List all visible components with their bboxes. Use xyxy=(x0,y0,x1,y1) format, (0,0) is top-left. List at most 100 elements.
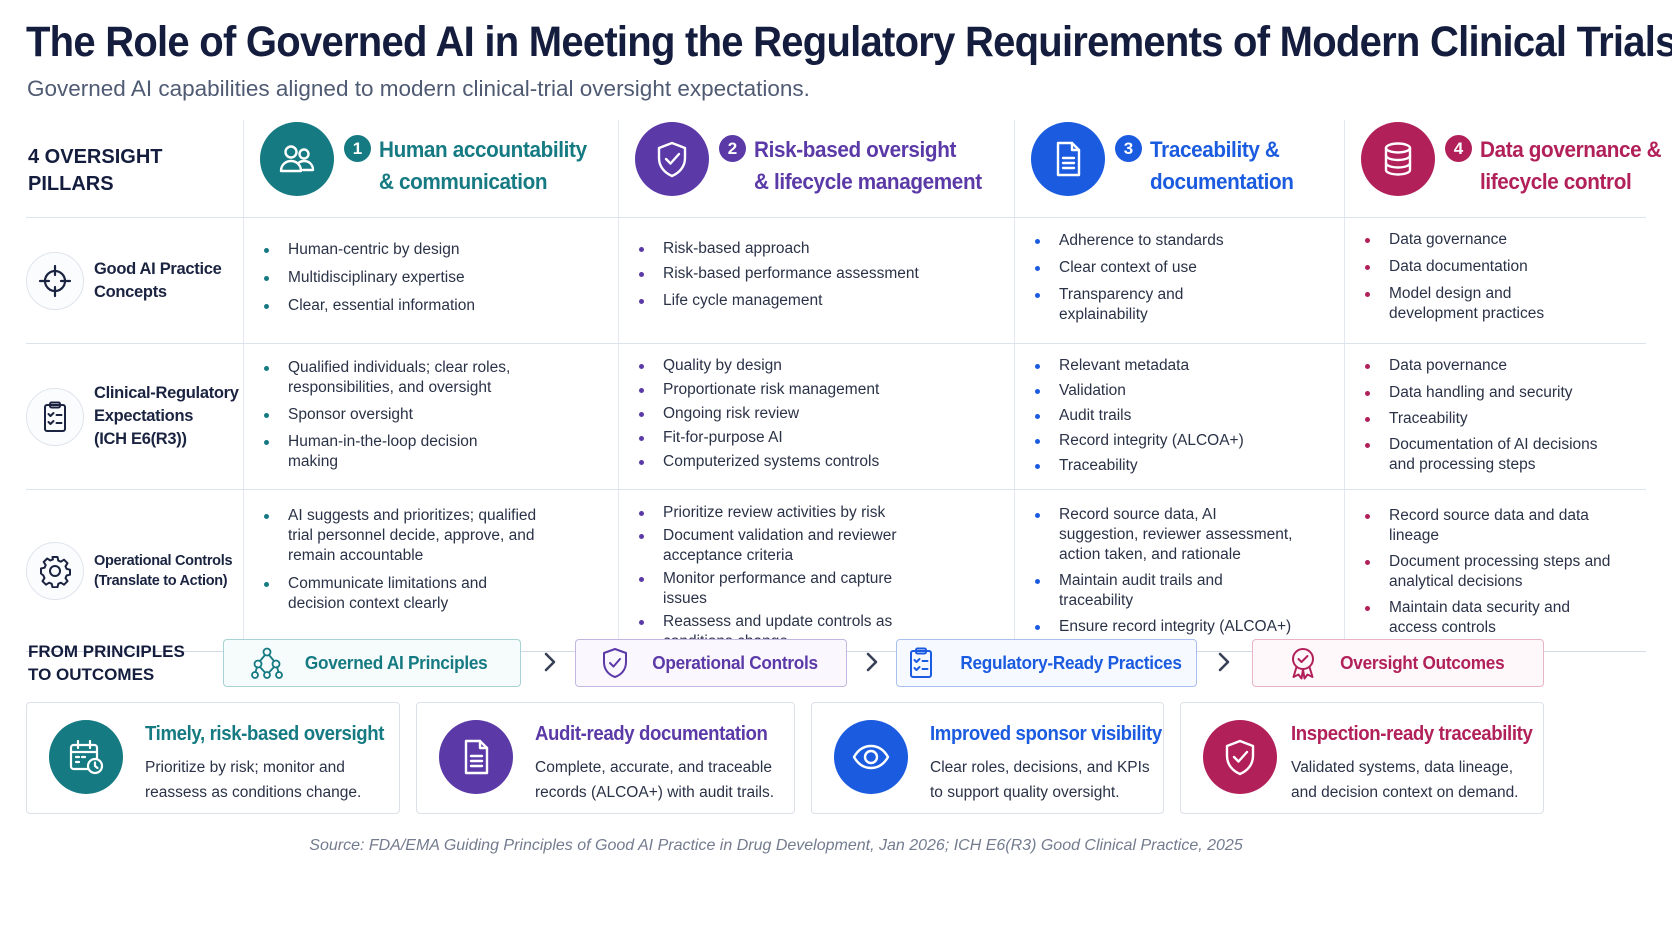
source-citation: Source: FDA/EMA Guiding Principles of Go… xyxy=(309,837,1243,854)
list-item: Record source data, AI suggestion, revie… xyxy=(1035,505,1299,565)
chevron-right-icon xyxy=(1218,652,1230,672)
row-label-line: Concepts xyxy=(94,282,167,301)
list-item: Clear, essential information xyxy=(264,296,608,316)
list-item: Validation xyxy=(1035,381,1334,401)
list-item: Human-in-the-loop decision making xyxy=(264,432,508,472)
pillar-header-row: 4 OVERSIGHT PILLARS 1 Human accountabili… xyxy=(26,120,1662,218)
list-item: Relevant metadata xyxy=(1035,356,1334,376)
list-item: Computerized systems controls xyxy=(639,452,1004,472)
people-icon xyxy=(260,122,334,196)
eye-icon xyxy=(834,720,908,794)
pillar-number: 3 xyxy=(1115,135,1142,162)
pillar-title-line1: Risk-based oversight xyxy=(754,137,957,162)
shield-check-icon xyxy=(635,122,709,196)
list-item: Qualified individuals; clear roles, resp… xyxy=(264,358,558,398)
outcome-title: Audit-ready documentation xyxy=(535,723,768,745)
list-item: Prioritize review activities by risk xyxy=(639,503,1004,523)
pillar-2: 2 Risk-based oversight & lifecycle manag… xyxy=(618,120,1014,217)
flow-step-oversight-outcomes: Oversight Outcomes xyxy=(1252,639,1544,687)
list-item: Sponsor oversight xyxy=(264,405,608,425)
award-ribbon-icon xyxy=(1291,648,1314,680)
pillar-number: 4 xyxy=(1445,135,1472,162)
list-item: Audit trails xyxy=(1035,406,1334,426)
outcome-title: Timely, risk-based oversight xyxy=(145,723,385,745)
list-item: Human-centric by design xyxy=(264,240,608,260)
list-item: Record source data and data lineage xyxy=(1365,506,1609,546)
document-icon xyxy=(439,720,513,794)
outcome-card-inspection-ready: Inspection-ready traceability Validated … xyxy=(1180,702,1544,814)
row-clinical-regulatory: Clinical-Regulatory Expectations (ICH E6… xyxy=(26,344,1646,490)
row-label-line: Expectations xyxy=(94,407,194,425)
list-item: Multidisciplinary expertise xyxy=(264,268,608,288)
flow-step-operational-controls: Operational Controls xyxy=(575,639,847,687)
list-item: Ongoing risk review xyxy=(639,404,1004,424)
pillar-title-line2: & communication xyxy=(379,169,548,194)
list-item: Document validation and reviewer accepta… xyxy=(639,526,903,566)
document-icon xyxy=(1031,122,1105,196)
list-item: Maintain data security and access contro… xyxy=(1365,598,1589,638)
calendar-clock-icon xyxy=(49,720,123,794)
list-item: Life cycle management xyxy=(639,291,1004,311)
database-icon xyxy=(1361,122,1435,196)
pillar-number: 2 xyxy=(719,135,746,162)
crosshair-icon xyxy=(26,251,84,310)
outcome-card-audit-ready: Audit-ready documentation Complete, accu… xyxy=(416,702,795,814)
list-item: Data documentation xyxy=(1365,257,1636,277)
outcome-body: Complete, accurate, and traceable record… xyxy=(535,759,775,801)
list-item: Adherence to standards xyxy=(1035,231,1334,251)
list-item: Proportionate risk management xyxy=(639,380,1004,400)
row-good-ai-practice: Good AI Practice Concepts Human-centric … xyxy=(26,218,1646,344)
shield-check-icon xyxy=(603,648,627,678)
list-item: Data povernance xyxy=(1365,356,1636,376)
flow-label: FROM PRINCIPLES TO OUTCOMES xyxy=(28,640,185,686)
row-operational-controls: Operational Controls (Translate to Actio… xyxy=(26,490,1646,652)
gear-icon xyxy=(26,542,84,600)
list-item: Data handling and security xyxy=(1365,383,1636,403)
outcome-card-sponsor-visibility: Improved sponsor visibility Clear roles,… xyxy=(811,702,1164,814)
list-item: Communicate limitations and decision con… xyxy=(264,574,508,614)
pillar-title-line1: Data governance & xyxy=(1480,137,1662,162)
list-item: Document processing steps and analytical… xyxy=(1365,552,1624,592)
list-item: Fit-for-purpose AI xyxy=(639,428,1004,448)
shield-check-icon xyxy=(1203,720,1277,794)
page-subtitle: Governed AI capabilities aligned to mode… xyxy=(27,76,810,101)
list-item: Documentation of AI decisions and proces… xyxy=(1365,435,1614,475)
pillar-1: 1 Human accountability & communication xyxy=(243,120,618,217)
flow-step-governed-ai-principles: Governed AI Principles xyxy=(223,639,521,687)
network-icon xyxy=(250,647,283,679)
oversight-matrix: 4 OVERSIGHT PILLARS 1 Human accountabili… xyxy=(26,120,1662,652)
clipboard-check-icon xyxy=(909,647,932,678)
flow-step-regulatory-ready-practices: Regulatory-Ready Practices xyxy=(896,639,1197,687)
chevron-right-icon xyxy=(544,652,556,672)
row-label-line: (ICH E6(R3)) xyxy=(94,430,187,448)
pillars-label-cell: 4 OVERSIGHT PILLARS xyxy=(26,120,243,217)
clipboard-check-icon xyxy=(26,387,84,446)
list-item: Monitor performance and capture issues xyxy=(639,569,903,609)
outcome-title: Inspection-ready traceability xyxy=(1291,723,1533,745)
list-item: Clear context of use xyxy=(1035,258,1334,278)
list-item: AI suggests and prioritizes; qualified t… xyxy=(264,507,537,564)
outcome-card-timely-oversight: Timely, risk-based oversight Prioritize … xyxy=(26,702,400,814)
outcome-body: Clear roles, decisions, and KPIs to supp… xyxy=(930,759,1150,801)
list-item: Maintain audit trails and traceability xyxy=(1035,571,1259,611)
pillars-label: 4 OVERSIGHT PILLARS xyxy=(28,146,163,195)
pillar-title-line2: documentation xyxy=(1150,169,1294,194)
pillar-3: 3 Traceability & documentation xyxy=(1014,120,1344,217)
list-item: Traceability xyxy=(1365,409,1636,429)
flow-label-line: FROM PRINCIPLES xyxy=(28,642,185,661)
list-item: Transparency and explainability xyxy=(1035,285,1229,325)
outcome-body: Validated systems, data lineage, and dec… xyxy=(1291,759,1519,801)
list-item: Model design and development practices xyxy=(1365,284,1589,324)
flow-label-line: TO OUTCOMES xyxy=(28,665,155,684)
list-item: Traceability xyxy=(1035,456,1334,476)
outcome-title: Improved sponsor visibility xyxy=(930,723,1162,745)
pillar-title-line1: Human accountability xyxy=(379,137,587,162)
list-item: Risk-based performance assessment xyxy=(639,264,1004,284)
row-label-line: Operational Controls xyxy=(94,553,233,569)
list-item: Record integrity (ALCOA+) xyxy=(1035,431,1334,451)
list-item: Ensure record integrity (ALCOA+) xyxy=(1035,617,1334,637)
pillar-4: 4 Data governance & lifecycle control xyxy=(1344,120,1662,217)
row-label-line: Good AI Practice xyxy=(94,259,222,278)
pillar-title-line1: Traceability & xyxy=(1150,137,1280,162)
row-label-line: (Translate to Action) xyxy=(94,573,228,589)
